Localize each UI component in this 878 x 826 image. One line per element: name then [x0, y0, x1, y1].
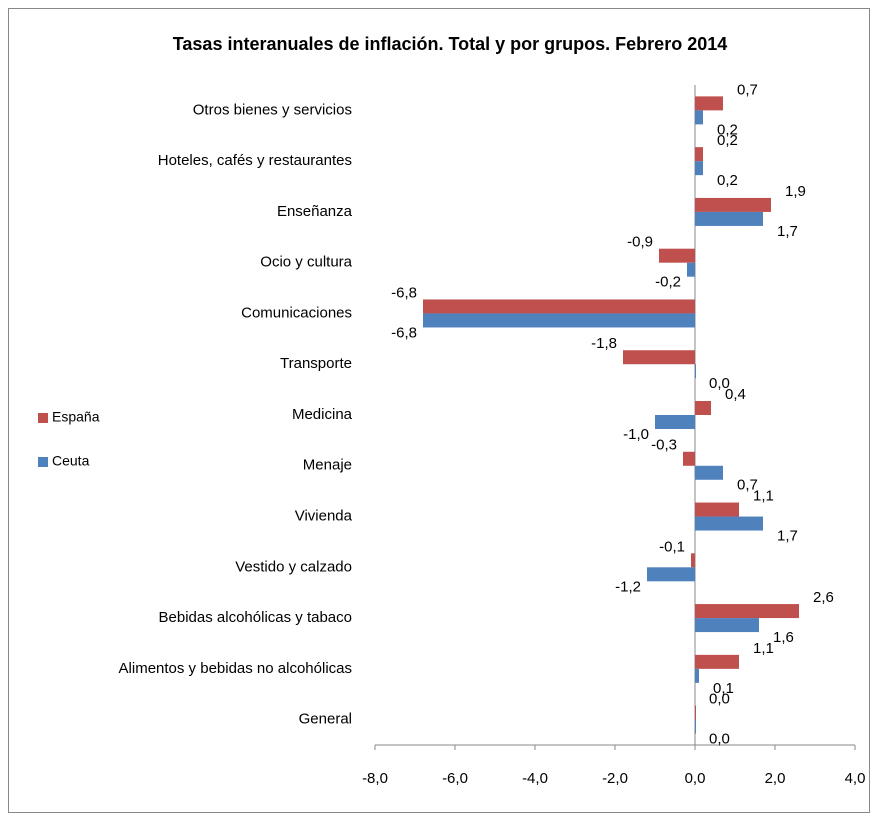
chart-title: Tasas interanuales de inflación. Total y… — [173, 34, 727, 54]
bar — [659, 248, 695, 263]
value-label: -0,9 — [627, 234, 653, 251]
bar — [647, 567, 695, 582]
bar — [691, 553, 695, 568]
bar — [695, 197, 771, 212]
value-label: -6,8 — [391, 324, 417, 341]
value-label: 0,7 — [737, 477, 758, 494]
value-label: -1,8 — [591, 335, 617, 352]
bar — [695, 705, 696, 720]
value-label: 0,7 — [737, 81, 758, 98]
value-label: 2,6 — [813, 589, 834, 606]
x-tick-label: 2,0 — [765, 770, 786, 787]
value-label: -0,1 — [659, 538, 685, 555]
y-tick-label: Alimentos y bebidas no alcohólicas — [119, 660, 352, 677]
legend-label: España — [52, 409, 100, 425]
y-tick-label: Vivienda — [295, 508, 353, 525]
y-tick-label: Hoteles, cafés y restaurantes — [158, 152, 352, 169]
y-tick-label: Menaje — [303, 457, 352, 474]
x-tick-label: 0,0 — [685, 770, 706, 787]
value-label: 1,7 — [777, 528, 798, 545]
x-tick-label: -2,0 — [602, 770, 628, 787]
bar — [695, 654, 739, 669]
value-label: 0,2 — [717, 172, 738, 189]
bar — [695, 211, 763, 226]
value-label: 0,2 — [717, 121, 738, 138]
y-tick-label: General — [299, 711, 352, 728]
legend-label: Ceuta — [52, 453, 90, 469]
bar — [683, 451, 695, 466]
y-tick-label: Otros bienes y servicios — [193, 101, 352, 118]
value-label: 1,6 — [773, 629, 794, 646]
bar — [695, 401, 711, 415]
bar — [695, 110, 703, 125]
value-label: 1,1 — [753, 640, 774, 657]
value-label: -1,2 — [615, 578, 641, 595]
bar — [655, 415, 695, 429]
y-tick-label: Comunicaciones — [241, 304, 352, 321]
value-label: 1,1 — [753, 488, 774, 505]
bar — [695, 147, 703, 162]
y-tick-label: Bebidas alcohólicas y tabaco — [159, 609, 352, 626]
chart-border — [8, 8, 870, 813]
bar — [695, 502, 739, 517]
x-tick-label: -8,0 — [362, 770, 388, 787]
x-tick-label: -4,0 — [522, 770, 548, 787]
x-tick-label: -6,0 — [442, 770, 468, 787]
bar — [423, 299, 695, 314]
bar — [623, 350, 695, 365]
y-tick-label: Enseñanza — [277, 203, 353, 220]
bar — [695, 516, 763, 531]
value-label: 0,0 — [709, 691, 730, 708]
value-label: -0,2 — [655, 274, 681, 291]
bar — [695, 668, 699, 683]
y-tick-label: Medicina — [292, 406, 353, 423]
bar — [695, 96, 723, 111]
value-label: 0,4 — [725, 386, 746, 403]
bar — [695, 719, 696, 734]
bar — [695, 604, 799, 619]
bar — [695, 618, 759, 633]
y-tick-label: Vestido y calzado — [235, 558, 352, 575]
bar — [423, 313, 695, 328]
value-label: 1,7 — [777, 223, 798, 240]
bar — [687, 262, 695, 277]
value-label: -6,8 — [391, 284, 417, 301]
value-label: 1,9 — [785, 183, 806, 200]
y-tick-label: Ocio y cultura — [260, 254, 352, 271]
legend-swatch — [38, 413, 48, 423]
value-label: -0,3 — [651, 437, 677, 454]
bar — [695, 161, 703, 176]
value-label: 0,2 — [717, 132, 738, 149]
value-label: 0,1 — [713, 680, 734, 697]
legend-swatch — [38, 457, 48, 467]
x-tick-label: 4,0 — [845, 770, 866, 787]
bar — [695, 364, 696, 379]
value-label: -1,0 — [623, 426, 649, 443]
value-label: 0,0 — [709, 731, 730, 748]
y-tick-label: Transporte — [280, 355, 352, 372]
bar — [695, 465, 723, 480]
value-label: 0,0 — [709, 375, 730, 392]
